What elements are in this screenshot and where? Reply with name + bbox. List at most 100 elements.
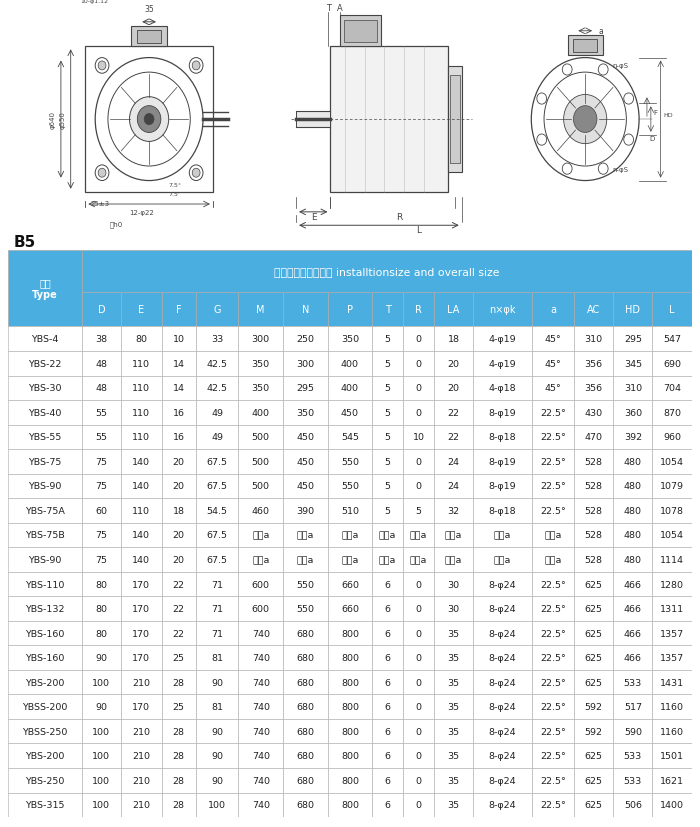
Bar <box>473 474 532 499</box>
Text: 6: 6 <box>384 776 391 785</box>
Text: 35: 35 <box>447 727 460 736</box>
Text: 0: 0 <box>416 482 421 490</box>
Text: 48: 48 <box>95 359 107 368</box>
Text: 见图a: 见图a <box>379 555 396 564</box>
Bar <box>121 293 162 327</box>
Text: 460: 460 <box>252 506 270 515</box>
Bar <box>473 768 532 792</box>
Bar <box>121 499 162 523</box>
Text: 1621: 1621 <box>660 776 684 785</box>
Bar <box>82 768 121 792</box>
Bar <box>121 425 162 450</box>
Bar <box>8 572 82 596</box>
Bar <box>328 646 372 670</box>
Bar <box>162 621 196 646</box>
Bar <box>340 16 382 47</box>
Bar <box>403 523 434 547</box>
Text: 6: 6 <box>384 580 391 589</box>
Bar <box>8 351 82 376</box>
Bar <box>372 768 403 792</box>
Text: 356: 356 <box>584 384 603 393</box>
Text: 71: 71 <box>211 580 223 589</box>
Text: N: N <box>302 305 309 315</box>
Text: 110: 110 <box>132 359 150 368</box>
Text: 0: 0 <box>416 335 421 344</box>
Text: F: F <box>654 110 658 117</box>
Text: 型号
Type: 型号 Type <box>32 278 58 299</box>
Circle shape <box>573 107 597 133</box>
Bar <box>238 547 283 572</box>
Text: 22.5°: 22.5° <box>540 457 566 466</box>
Text: YBS-75: YBS-75 <box>29 457 62 466</box>
Bar <box>162 376 196 400</box>
Text: 470: 470 <box>584 433 603 442</box>
Text: 8-φ24: 8-φ24 <box>489 702 517 711</box>
Text: 35: 35 <box>447 629 460 638</box>
Bar <box>652 327 692 351</box>
Bar <box>574 646 613 670</box>
Bar <box>162 327 196 351</box>
Bar <box>283 646 328 670</box>
Text: 5: 5 <box>384 506 391 515</box>
Bar <box>162 425 196 450</box>
Text: 6: 6 <box>384 678 391 686</box>
Bar <box>652 719 692 743</box>
Text: 75: 75 <box>95 555 107 564</box>
Bar <box>8 327 82 351</box>
Text: 20: 20 <box>173 531 185 540</box>
Text: YBS-132: YBS-132 <box>25 605 65 614</box>
Text: 22.5°: 22.5° <box>540 751 566 760</box>
Text: 740: 740 <box>252 801 270 810</box>
Text: 480: 480 <box>624 531 642 540</box>
Bar <box>283 572 328 596</box>
Text: 22.5°: 22.5° <box>540 433 566 442</box>
Text: 506: 506 <box>624 801 642 810</box>
Text: 0: 0 <box>416 580 421 589</box>
Bar <box>532 327 574 351</box>
Bar <box>613 572 652 596</box>
Text: 0: 0 <box>416 801 421 810</box>
Bar <box>574 499 613 523</box>
Bar <box>450 76 460 164</box>
Text: 67.5: 67.5 <box>206 531 228 540</box>
Text: 345: 345 <box>624 359 642 368</box>
Bar <box>613 646 652 670</box>
Bar <box>652 792 692 817</box>
Text: 90: 90 <box>211 751 223 760</box>
Text: 100: 100 <box>92 776 111 785</box>
Bar <box>328 499 372 523</box>
Bar <box>532 351 574 376</box>
Text: 8-φ24: 8-φ24 <box>489 605 517 614</box>
Bar <box>238 293 283 327</box>
Text: 533: 533 <box>624 776 642 785</box>
Bar <box>372 621 403 646</box>
Bar <box>8 474 82 499</box>
Bar <box>652 572 692 596</box>
Bar <box>434 572 473 596</box>
Bar <box>85 47 213 193</box>
Bar <box>574 719 613 743</box>
Text: 550: 550 <box>341 457 359 466</box>
Text: 680: 680 <box>297 776 314 785</box>
Text: 42.5: 42.5 <box>206 359 228 368</box>
Bar <box>613 450 652 474</box>
Bar <box>196 474 238 499</box>
Bar <box>532 792 574 817</box>
Bar <box>238 351 283 376</box>
Text: 见图a: 见图a <box>494 531 511 540</box>
Text: 22: 22 <box>173 580 185 589</box>
Text: 1160: 1160 <box>660 727 684 736</box>
Bar <box>574 695 613 719</box>
Bar <box>162 695 196 719</box>
Text: 250: 250 <box>297 335 314 344</box>
Bar <box>196 768 238 792</box>
Bar <box>574 743 613 768</box>
Text: 71: 71 <box>211 629 223 638</box>
Text: 800: 800 <box>341 702 359 711</box>
Text: 20: 20 <box>447 359 459 368</box>
Text: 480: 480 <box>624 555 642 564</box>
Text: 24: 24 <box>447 482 459 490</box>
Bar <box>574 572 613 596</box>
Bar <box>283 523 328 547</box>
Bar <box>283 376 328 400</box>
